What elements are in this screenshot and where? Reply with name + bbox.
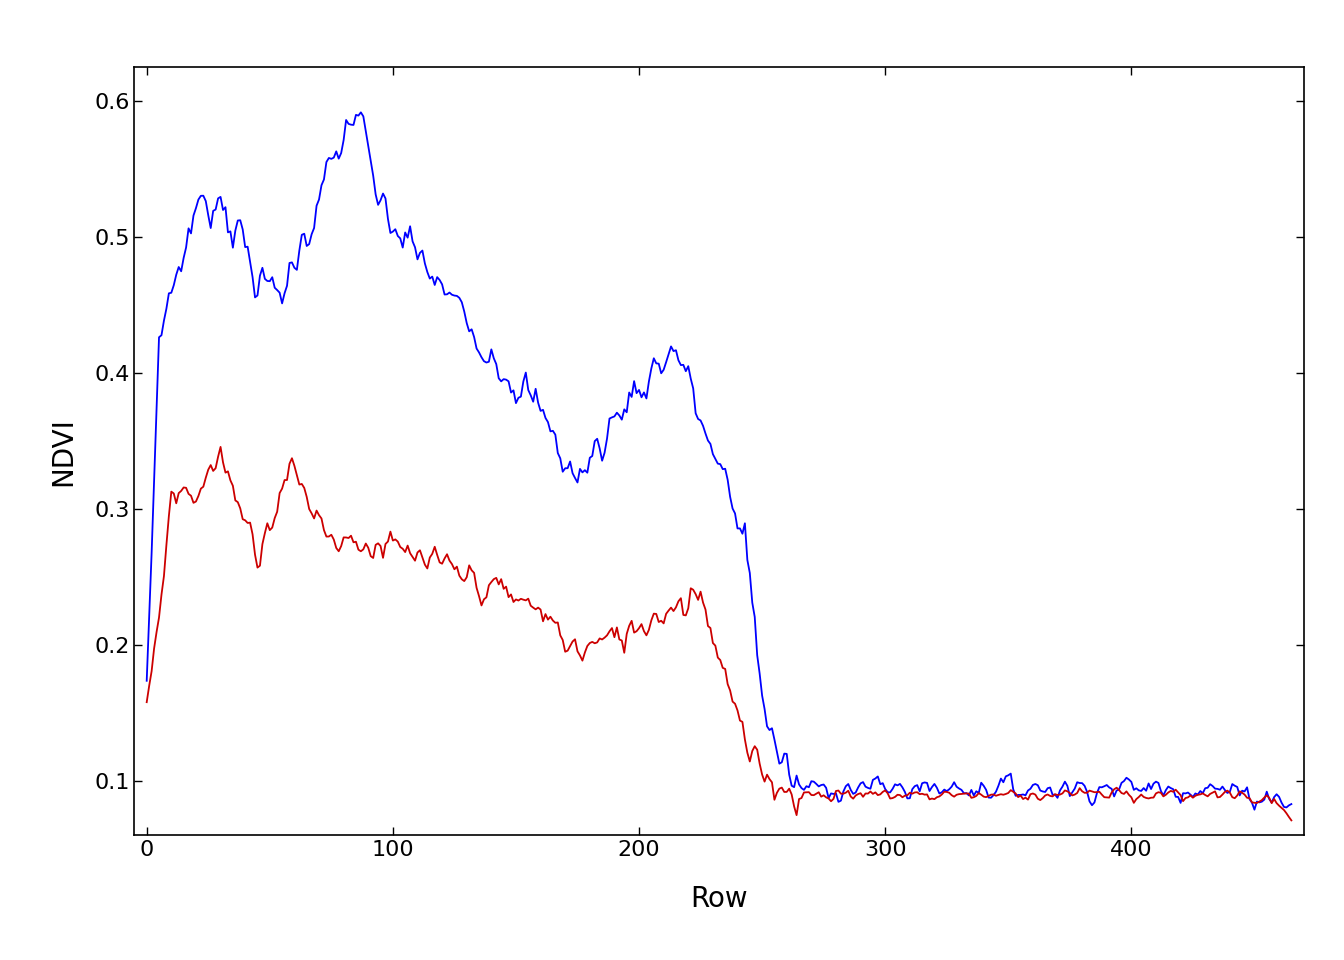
Y-axis label: NDVI: NDVI [50,417,78,486]
X-axis label: Row: Row [691,885,747,913]
